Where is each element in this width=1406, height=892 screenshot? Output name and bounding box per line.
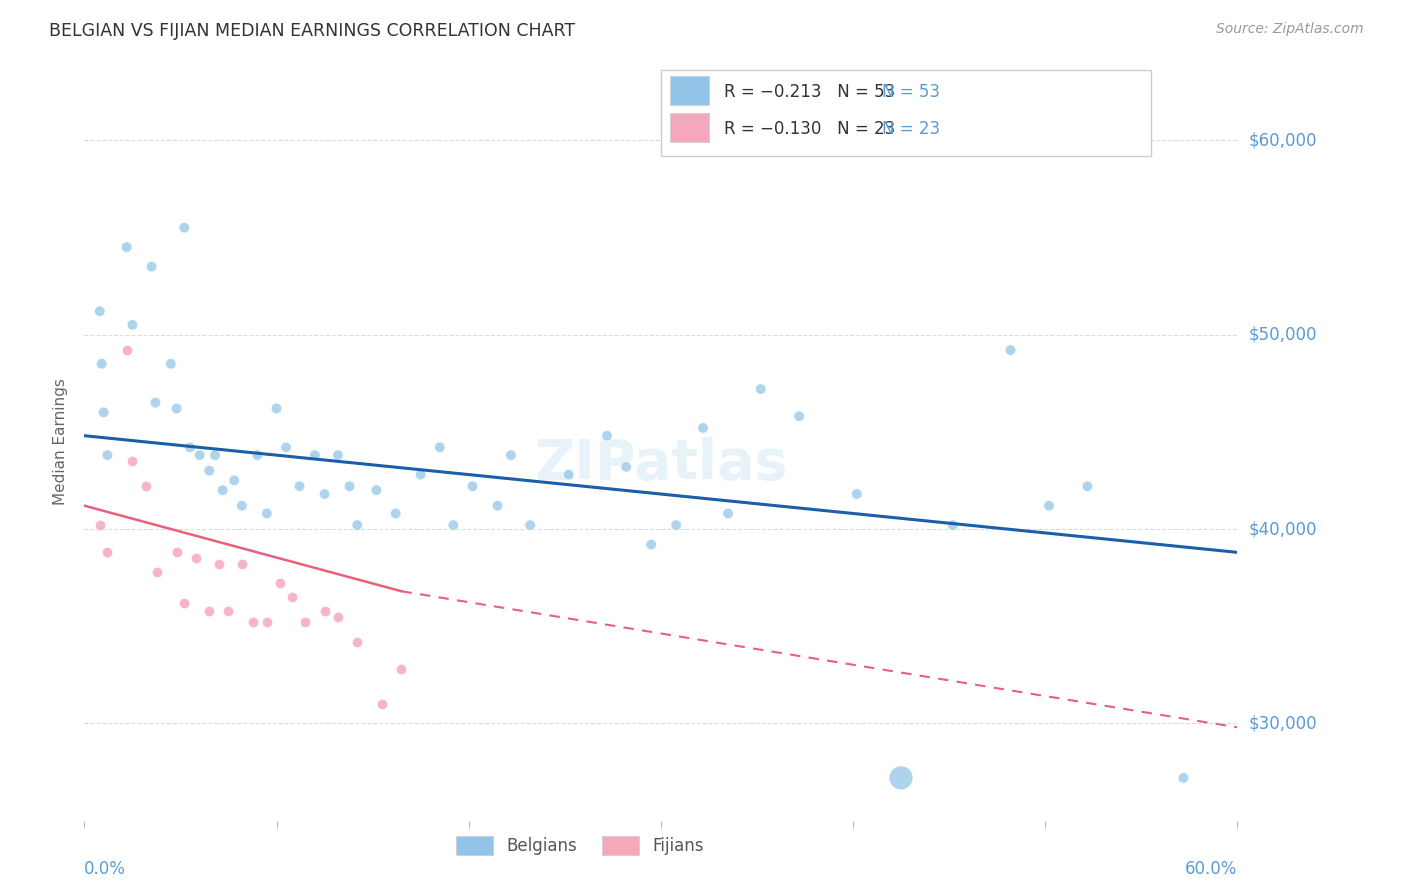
Point: [281, 590, 304, 604]
Point: [246, 448, 269, 462]
FancyBboxPatch shape: [671, 76, 709, 105]
Point: [596, 428, 619, 442]
Point: [640, 538, 662, 552]
Point: [231, 557, 253, 571]
Point: [269, 576, 291, 591]
Point: [1076, 479, 1098, 493]
Point: [204, 448, 226, 462]
Point: [326, 609, 349, 624]
Text: R = −0.130   N = 23: R = −0.130 N = 23: [724, 120, 896, 137]
Point: [166, 545, 188, 559]
Text: 0.0%: 0.0%: [84, 860, 127, 878]
Text: N = 53: N = 53: [882, 83, 939, 101]
Point: [1038, 499, 1060, 513]
Point: [845, 487, 868, 501]
FancyBboxPatch shape: [671, 113, 709, 142]
Point: [256, 507, 278, 521]
Point: [198, 464, 221, 478]
Point: [173, 220, 195, 235]
Point: [121, 318, 143, 332]
Text: $30,000: $30,000: [1249, 714, 1317, 732]
Point: [89, 518, 111, 533]
Point: [441, 518, 464, 533]
Point: [242, 615, 264, 630]
Legend: Belgians, Fijians: Belgians, Fijians: [450, 829, 710, 862]
Point: [184, 551, 207, 566]
Text: R = −0.213   N = 53: R = −0.213 N = 53: [724, 83, 896, 101]
Point: [276, 441, 298, 455]
Point: [371, 697, 394, 711]
Text: Source: ZipAtlas.com: Source: ZipAtlas.com: [1216, 22, 1364, 37]
Point: [314, 604, 336, 618]
Point: [890, 771, 912, 785]
Point: [96, 545, 118, 559]
Point: [346, 518, 368, 533]
Point: [942, 518, 965, 533]
Point: [1000, 343, 1022, 358]
Point: [1173, 771, 1195, 785]
Point: [256, 615, 278, 630]
Point: [224, 474, 246, 488]
Point: [294, 615, 316, 630]
Point: [188, 448, 211, 462]
Point: [96, 448, 118, 462]
Point: [173, 596, 195, 610]
Point: [692, 421, 714, 435]
Point: [211, 483, 233, 497]
Point: [266, 401, 288, 416]
Text: ZIPatlas: ZIPatlas: [534, 437, 787, 491]
Point: [461, 479, 484, 493]
Point: [146, 565, 169, 579]
Point: [326, 448, 349, 462]
Point: [288, 479, 311, 493]
Point: [314, 487, 336, 501]
Point: [115, 240, 138, 254]
Point: [198, 604, 221, 618]
Point: [486, 499, 509, 513]
Text: $60,000: $60,000: [1249, 131, 1317, 149]
Point: [89, 304, 111, 318]
Point: [141, 260, 163, 274]
Text: $40,000: $40,000: [1249, 520, 1317, 538]
Point: [749, 382, 772, 396]
Text: BELGIAN VS FIJIAN MEDIAN EARNINGS CORRELATION CHART: BELGIAN VS FIJIAN MEDIAN EARNINGS CORREL…: [49, 22, 575, 40]
Point: [115, 343, 138, 358]
Point: [717, 507, 740, 521]
Point: [614, 459, 637, 474]
Point: [339, 479, 361, 493]
Point: [384, 507, 406, 521]
Point: [166, 401, 188, 416]
Text: 60.0%: 60.0%: [1185, 860, 1237, 878]
Point: [409, 467, 432, 482]
Point: [665, 518, 688, 533]
Point: [93, 405, 115, 419]
Text: $50,000: $50,000: [1249, 326, 1317, 343]
Point: [304, 448, 326, 462]
Point: [429, 441, 451, 455]
Y-axis label: Median Earnings: Median Earnings: [53, 378, 69, 505]
Point: [499, 448, 522, 462]
Point: [391, 662, 413, 676]
Point: [145, 395, 167, 409]
Point: [787, 409, 810, 424]
Point: [519, 518, 541, 533]
Point: [557, 467, 579, 482]
FancyBboxPatch shape: [661, 70, 1152, 156]
Point: [160, 357, 183, 371]
Point: [179, 441, 201, 455]
Point: [90, 357, 112, 371]
Point: [366, 483, 388, 497]
Text: N = 23: N = 23: [882, 120, 941, 137]
Point: [208, 557, 231, 571]
Point: [218, 604, 240, 618]
Point: [121, 454, 143, 468]
Point: [346, 634, 368, 648]
Point: [135, 479, 157, 493]
Point: [231, 499, 253, 513]
